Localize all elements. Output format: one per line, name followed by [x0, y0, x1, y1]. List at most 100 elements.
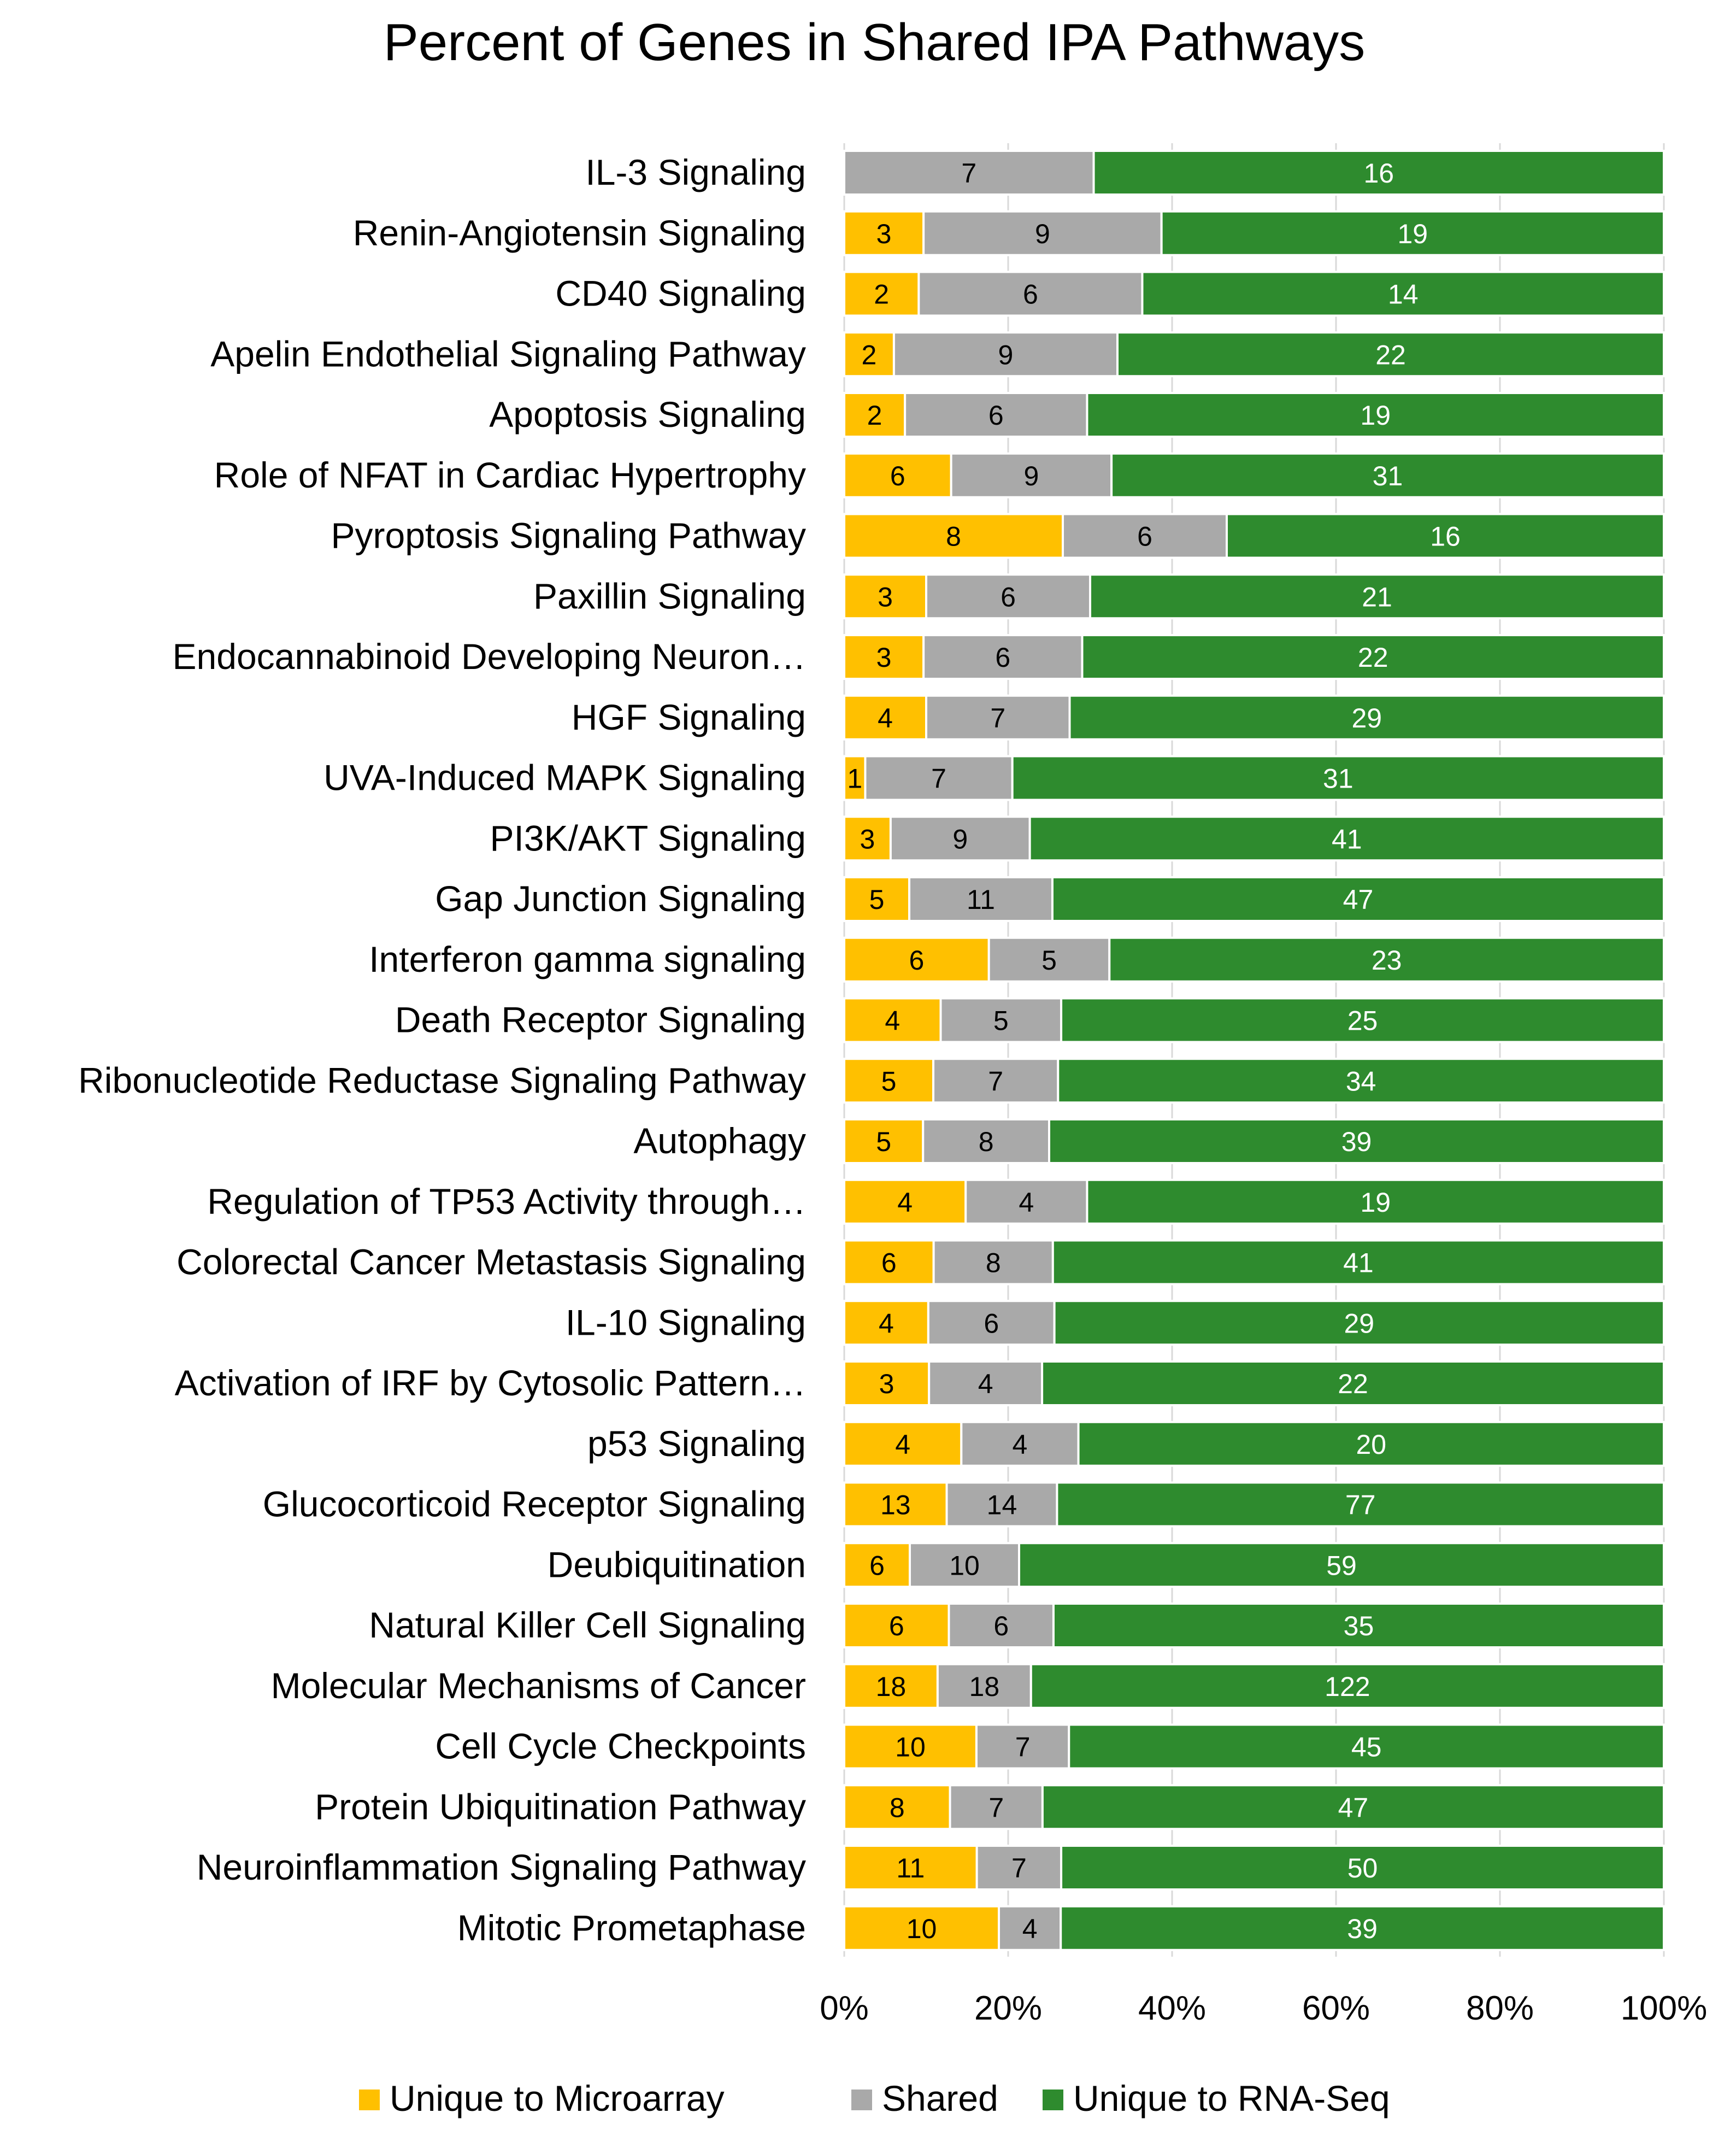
- category-label: UVA-Induced MAPK Signaling: [323, 758, 806, 798]
- data-label: 47: [1343, 884, 1374, 915]
- category-label: p53 Signaling: [587, 1423, 806, 1464]
- bar-segment: [843, 271, 920, 317]
- data-label: 5: [881, 1066, 897, 1096]
- bar-segment: [975, 1845, 1063, 1891]
- bar-segment: [843, 1723, 978, 1770]
- category-label: IL-3 Signaling: [585, 152, 806, 192]
- data-label: 6: [1137, 521, 1152, 552]
- category-label: IL-10 Signaling: [566, 1302, 806, 1342]
- bar-segment: [1052, 1603, 1665, 1648]
- bar-segment: [975, 1723, 1070, 1770]
- bar-segment: [843, 513, 1064, 559]
- bar-segment: [1086, 1178, 1665, 1225]
- bar-segment: [1029, 1663, 1665, 1709]
- legend-swatch: [359, 2090, 380, 2110]
- bar-segment: [928, 1360, 1044, 1406]
- data-label: 3: [860, 824, 875, 854]
- data-label: 4: [1013, 1429, 1028, 1460]
- data-label: 39: [1341, 1126, 1372, 1157]
- category-label: Protein Ubiquitination Pathway: [315, 1786, 806, 1827]
- data-label: 39: [1347, 1914, 1378, 1944]
- data-label: 4: [978, 1369, 993, 1399]
- bar-segment: [1068, 1723, 1665, 1770]
- bar-segment: [909, 1542, 1020, 1588]
- data-label: 1: [847, 764, 862, 794]
- bar-segment: [1060, 997, 1665, 1043]
- data-label: 45: [1351, 1732, 1382, 1763]
- data-label: 19: [1398, 219, 1428, 249]
- data-label: 9: [998, 339, 1014, 370]
- bar-segment: [1226, 513, 1665, 559]
- bar-segment: [1056, 1481, 1665, 1528]
- bar-segment: [964, 1178, 1088, 1225]
- bar-segment: [843, 392, 907, 438]
- data-label: 18: [876, 1671, 907, 1702]
- data-label: 19: [1360, 400, 1391, 431]
- legend-swatch: [1043, 2090, 1063, 2110]
- bar-segment: [1116, 331, 1665, 378]
- x-tick-label: 80%: [1466, 1989, 1534, 2027]
- data-label: 7: [1011, 1853, 1027, 1883]
- data-label: 4: [879, 1308, 894, 1339]
- data-label: 2: [867, 400, 882, 431]
- data-label: 5: [876, 1126, 891, 1157]
- data-label: 5: [869, 884, 885, 915]
- category-label: Death Receptor Signaling: [395, 1000, 806, 1040]
- data-label: 7: [990, 703, 1005, 733]
- data-label: 9: [1035, 219, 1050, 249]
- data-label: 10: [895, 1732, 926, 1763]
- data-label: 3: [879, 1369, 895, 1399]
- bar-segment: [843, 1905, 1001, 1951]
- chart-title: Percent of Genes in Shared IPA Pathways: [384, 13, 1366, 72]
- bar-segment: [936, 1663, 1032, 1709]
- bar-segment: [843, 634, 925, 680]
- data-label: 47: [1338, 1792, 1369, 1823]
- category-label: Deubiquitination: [548, 1544, 806, 1584]
- bar-segment: [843, 815, 892, 862]
- bar-segment: [1160, 210, 1666, 256]
- category-label: Interferon gamma signaling: [369, 939, 806, 979]
- bar-segment: [1081, 634, 1665, 680]
- data-label: 6: [869, 1550, 885, 1581]
- data-label: 6: [881, 1248, 897, 1278]
- bar-segment: [843, 1784, 951, 1830]
- category-label: Glucocorticoid Receptor Signaling: [263, 1484, 806, 1524]
- data-label: 7: [1015, 1732, 1031, 1763]
- bar-segment: [922, 210, 1163, 256]
- category-label: Colorectal Cancer Metastasis Signaling: [176, 1242, 806, 1282]
- category-label: Role of NFAT in Cardiac Hypertrophy: [214, 455, 806, 495]
- data-label: 21: [1362, 582, 1392, 612]
- bar-segment: [1048, 1118, 1665, 1164]
- category-label: Regulation of TP53 Activity through…: [207, 1181, 806, 1222]
- data-label: 6: [889, 1611, 904, 1641]
- category-label: Activation of IRF by Cytosolic Pattern…: [175, 1363, 806, 1403]
- bar-segment: [922, 634, 1084, 680]
- data-label: 11: [896, 1853, 925, 1883]
- data-label: 4: [1019, 1187, 1034, 1218]
- data-label: 50: [1347, 1853, 1378, 1883]
- bar-segment: [925, 573, 1091, 620]
- data-label: 2: [874, 279, 889, 310]
- category-label: Natural Killer Cell Signaling: [369, 1605, 806, 1645]
- category-label: PI3K/AKT Signaling: [490, 818, 806, 858]
- x-tick-label: 0%: [820, 1989, 869, 2027]
- data-label: 8: [890, 1792, 905, 1823]
- bar-segment: [922, 1118, 1050, 1164]
- category-label: Molecular Mechanisms of Cancer: [271, 1665, 806, 1706]
- data-label: 18: [969, 1671, 1000, 1702]
- bar-segment: [1110, 452, 1666, 498]
- category-label: Pyroptosis Signaling Pathway: [331, 515, 806, 556]
- data-label: 14: [987, 1490, 1017, 1521]
- bar-segment: [1068, 694, 1665, 741]
- bar-segment: [1089, 573, 1665, 620]
- data-label: 31: [1323, 764, 1354, 794]
- data-label: 4: [885, 1006, 900, 1036]
- category-label: Apelin Endothelial Signaling Pathway: [210, 333, 806, 374]
- bar-segment: [1011, 755, 1665, 801]
- category-label: Mitotic Prometaphase: [457, 1908, 806, 1948]
- bar-segment: [892, 331, 1119, 378]
- legend-label: Unique to RNA-Seq: [1073, 2078, 1390, 2118]
- legend-label: Unique to Microarray: [390, 2078, 725, 2118]
